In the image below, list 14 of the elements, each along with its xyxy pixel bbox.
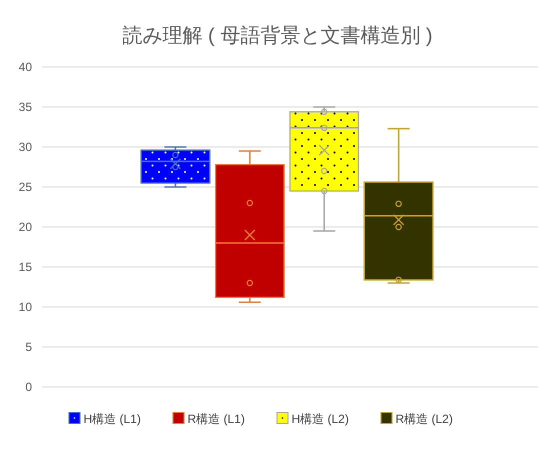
legend-label: H構造 (L2) <box>292 412 349 426</box>
y-tick-label: 40 <box>18 60 32 74</box>
y-tick-label: 5 <box>25 340 32 354</box>
y-tick-label: 15 <box>18 260 32 274</box>
y-tick-label: 30 <box>18 140 32 154</box>
legend-label: R構造 (L1) <box>188 412 245 426</box>
y-tick-label: 20 <box>18 220 32 234</box>
chart-title: 読み理解 ( 母語背景と文書構造別 ) <box>122 25 432 47</box>
legend-label: R構造 (L2) <box>396 412 453 426</box>
y-tick-label: 10 <box>18 300 32 314</box>
y-tick-label: 0 <box>25 380 32 394</box>
y-tick-label: 35 <box>18 100 32 114</box>
y-tick-label: 25 <box>18 180 32 194</box>
legend-label: H構造 (L1) <box>84 412 141 426</box>
